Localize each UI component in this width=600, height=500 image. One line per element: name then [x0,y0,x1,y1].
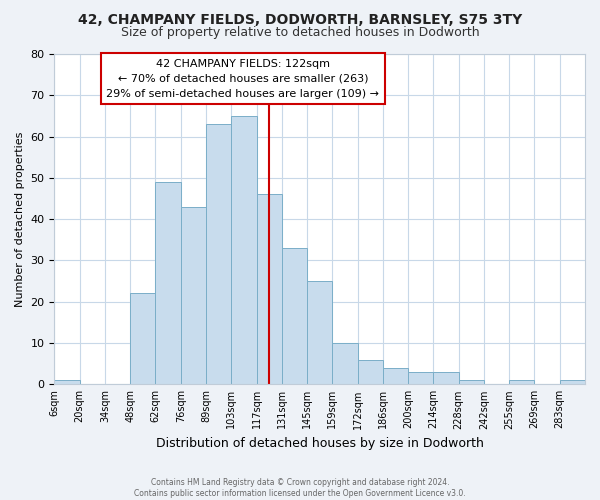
Text: Size of property relative to detached houses in Dodworth: Size of property relative to detached ho… [121,26,479,39]
Bar [257,194,282,384]
Text: 42 CHAMPANY FIELDS: 122sqm
← 70% of detached houses are smaller (263)
29% of sem: 42 CHAMPANY FIELDS: 122sqm ← 70% of deta… [106,59,379,98]
Bar [458,380,484,384]
Text: 42, CHAMPANY FIELDS, DODWORTH, BARNSLEY, S75 3TY: 42, CHAMPANY FIELDS, DODWORTH, BARNSLEY,… [78,12,522,26]
Bar [231,116,257,384]
Bar [282,248,307,384]
Bar [130,294,155,384]
Bar [509,380,535,384]
Bar [181,207,206,384]
Bar [332,343,358,384]
Bar [560,380,585,384]
Bar [433,372,458,384]
Text: Contains HM Land Registry data © Crown copyright and database right 2024.
Contai: Contains HM Land Registry data © Crown c… [134,478,466,498]
Bar [155,182,181,384]
Bar [206,124,231,384]
Bar [383,368,408,384]
Bar [55,380,80,384]
Bar [408,372,433,384]
X-axis label: Distribution of detached houses by size in Dodworth: Distribution of detached houses by size … [156,437,484,450]
Y-axis label: Number of detached properties: Number of detached properties [15,132,25,307]
Bar [307,281,332,384]
Bar [358,360,383,384]
